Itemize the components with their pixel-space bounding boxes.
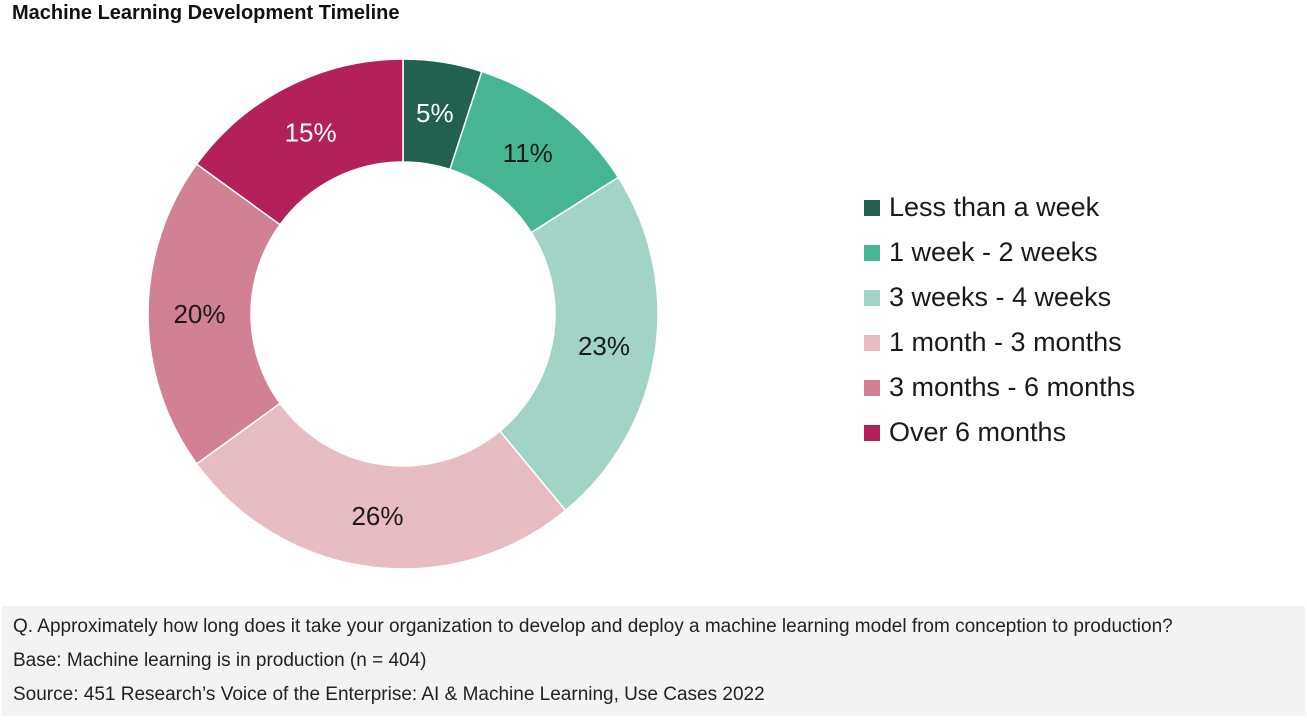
chart-title: Machine Learning Development Timeline [12, 2, 400, 24]
survey-question: Q. Approximately how long does it take y… [13, 616, 1173, 637]
legend-swatch [864, 334, 880, 351]
survey-base: Base: Machine learning is in production … [13, 650, 427, 671]
donut-slice [195, 58, 404, 226]
legend-swatch [864, 244, 880, 261]
slice-data-label: 20% [173, 299, 225, 329]
donut-slice [498, 176, 659, 512]
chart-legend: Less than a week 1 week - 2 weeks 3 weeks … [864, 185, 1135, 455]
donut-slice [147, 163, 282, 465]
legend-item: Over 6 months [864, 410, 1135, 455]
legend-label: 1 week - 2 weeks [889, 237, 1098, 267]
legend-swatch [864, 199, 880, 216]
slice-data-label: 26% [351, 501, 403, 531]
legend-item: 3 weeks - 4 weeks [864, 275, 1135, 320]
donut-slice [195, 402, 567, 570]
legend-label: 3 months - 6 months [889, 372, 1136, 402]
legend-item: Less than a week [864, 185, 1135, 230]
legend-item: 3 months - 6 months [864, 365, 1135, 410]
legend-item: 1 week - 2 weeks [864, 230, 1135, 275]
legend-item: 1 month - 3 months [864, 320, 1135, 365]
legend-label: 3 weeks - 4 weeks [889, 282, 1112, 312]
slice-data-label: 23% [578, 331, 630, 361]
source-note: Source: 451 Research’s Voice of the Ente… [13, 684, 765, 705]
legend-label: Less than a week [889, 192, 1100, 222]
legend-label: Over 6 months [889, 417, 1067, 447]
legend-swatch [864, 379, 880, 396]
donut-chart: 5% 11% 23% 26% 20% 15% [147, 58, 659, 570]
slice-data-label: 5% [416, 98, 454, 128]
chart-footnote: Q. Approximately how long does it take y… [2, 606, 1305, 716]
legend-swatch [864, 424, 880, 441]
legend-label: 1 month - 3 months [889, 327, 1122, 357]
slice-data-label: 11% [503, 138, 553, 168]
slice-data-label: 15% [285, 118, 337, 148]
legend-swatch [864, 289, 880, 306]
